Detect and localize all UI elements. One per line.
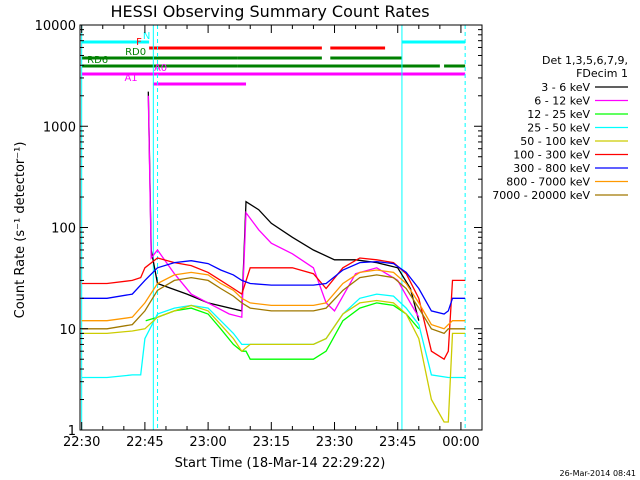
y-tick-label: 1000 bbox=[43, 120, 76, 135]
series-line-1 bbox=[147, 95, 420, 319]
flag-label-a1: A1 bbox=[124, 73, 137, 84]
flag-label-rd0: RD0 bbox=[125, 47, 146, 58]
series-lines bbox=[81, 91, 466, 423]
legend-entry-label: 300 - 800 keV bbox=[513, 162, 590, 175]
marker-lines bbox=[81, 25, 466, 430]
x-tick-label: 23:00 bbox=[189, 435, 226, 450]
timestamp: 26-Mar-2014 08:41 bbox=[560, 469, 637, 478]
legend-entry-label: 100 - 300 keV bbox=[513, 149, 590, 162]
series-line-7 bbox=[81, 269, 466, 330]
y-axis-label: Count Rate (s⁻¹ detector⁻¹) bbox=[13, 142, 28, 319]
chart-title: HESSI Observing Summary Count Rates bbox=[110, 2, 429, 21]
series-line-0 bbox=[147, 91, 420, 321]
x-tick-label: 23:30 bbox=[316, 435, 353, 450]
x-tick-label: 23:15 bbox=[253, 435, 290, 450]
series-line-8 bbox=[81, 274, 466, 335]
series-line-3 bbox=[81, 293, 466, 379]
legend-entry-label: 25 - 50 keV bbox=[527, 122, 590, 135]
y-tick-label: 10000 bbox=[35, 19, 76, 34]
series-line-4 bbox=[81, 299, 466, 423]
flag-label-n: N bbox=[143, 31, 150, 42]
series-line-6 bbox=[81, 260, 466, 315]
x-tick-label: 00:00 bbox=[442, 435, 479, 450]
legend-entry-label: 3 - 6 keV bbox=[541, 81, 590, 94]
legend-entry-label: 7000 - 20000 keV bbox=[492, 189, 590, 202]
x-tick-label: 23:45 bbox=[379, 435, 416, 450]
x-tick-label: 22:45 bbox=[126, 435, 163, 450]
series-line-5 bbox=[81, 257, 466, 361]
y-tick-label: 1 bbox=[68, 424, 76, 439]
legend-header: FDecim 1 bbox=[576, 67, 628, 80]
legend-header: Det 1,3,5,6,7,9, bbox=[542, 54, 628, 67]
series-line-2 bbox=[145, 302, 420, 360]
legend-entry-label: 12 - 25 keV bbox=[527, 108, 590, 121]
flag-label-a0: A0 bbox=[154, 63, 167, 74]
flag-label-f: F bbox=[136, 37, 142, 48]
legend-entry-label: 800 - 7000 keV bbox=[506, 176, 590, 189]
legend-entry-label: 50 - 100 keV bbox=[520, 135, 590, 148]
axes: 22:30 22:45 23:00 23:15 23:30 23:45 00:00 1 10 10… bbox=[35, 19, 482, 450]
x-tick-label: 22:30 bbox=[63, 435, 100, 450]
plot-frame bbox=[79, 24, 483, 431]
legend-entry-label: 6 - 12 keV bbox=[534, 95, 590, 108]
flag-label-rd6: RD6 bbox=[87, 55, 108, 66]
x-axis-label: Start Time (18-Mar-14 22:29:22) bbox=[175, 456, 386, 471]
y-tick-label: 100 bbox=[51, 222, 76, 237]
y-tick-label: 10 bbox=[59, 323, 76, 338]
